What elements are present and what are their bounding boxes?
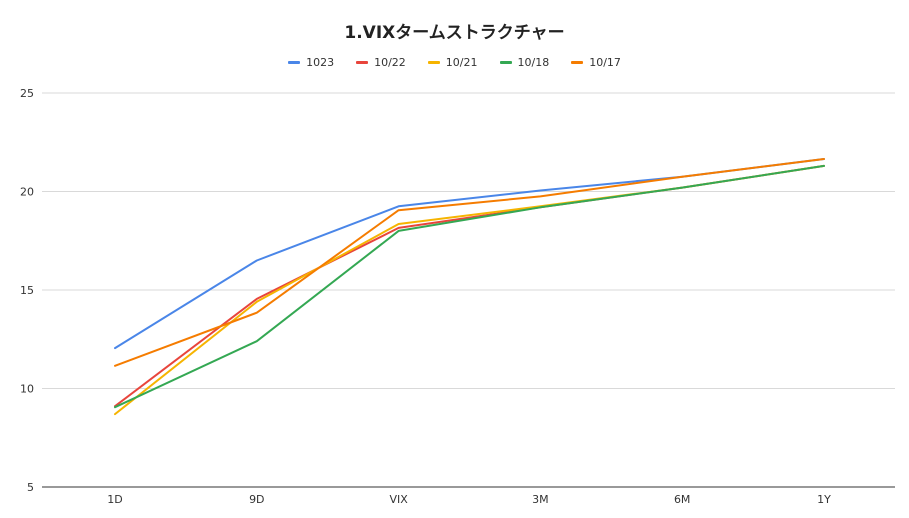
- legend-swatch: [288, 61, 301, 64]
- legend-swatch: [571, 61, 584, 64]
- legend-swatch: [499, 61, 512, 64]
- legend-label: 10/17: [589, 56, 621, 69]
- series-line-10-22: [114, 164, 825, 408]
- x-tick-label: 1D: [107, 493, 122, 506]
- legend-item: 10/22: [356, 56, 406, 69]
- series-line-1023: [114, 158, 825, 350]
- legend-label: 10/22: [374, 56, 406, 69]
- legend-item: 10/18: [499, 56, 550, 69]
- series-line-10-18: [114, 164, 825, 409]
- x-tick-label: VIX: [389, 493, 408, 506]
- series-line-10-17: [114, 158, 825, 367]
- y-tick-label: 10: [20, 383, 34, 396]
- legend-item: 10/21: [427, 56, 478, 69]
- legend-item: 10/17: [571, 56, 621, 69]
- y-tick-label: 15: [20, 284, 34, 297]
- y-tick-label: 20: [20, 186, 34, 199]
- x-tick-label: 6M: [674, 493, 691, 506]
- chart-title: 1.VIXタームストラクチャー: [344, 23, 565, 43]
- y-tick-label: 5: [27, 481, 34, 494]
- legend: 1023 10/22 10/21 10/18 10/17: [0, 56, 909, 69]
- legend-swatch: [356, 61, 369, 64]
- x-tick-label: 1Y: [817, 493, 831, 506]
- legend-label: 10/18: [517, 56, 550, 69]
- legend-item: 1023: [288, 56, 334, 69]
- legend-swatch: [427, 61, 440, 64]
- legend-label: 10/21: [445, 56, 478, 69]
- legend-label: 1023: [306, 56, 335, 69]
- x-tick-label: 9D: [249, 493, 264, 506]
- y-tick-label: 25: [20, 87, 34, 100]
- x-tick-label: 3M: [532, 493, 549, 506]
